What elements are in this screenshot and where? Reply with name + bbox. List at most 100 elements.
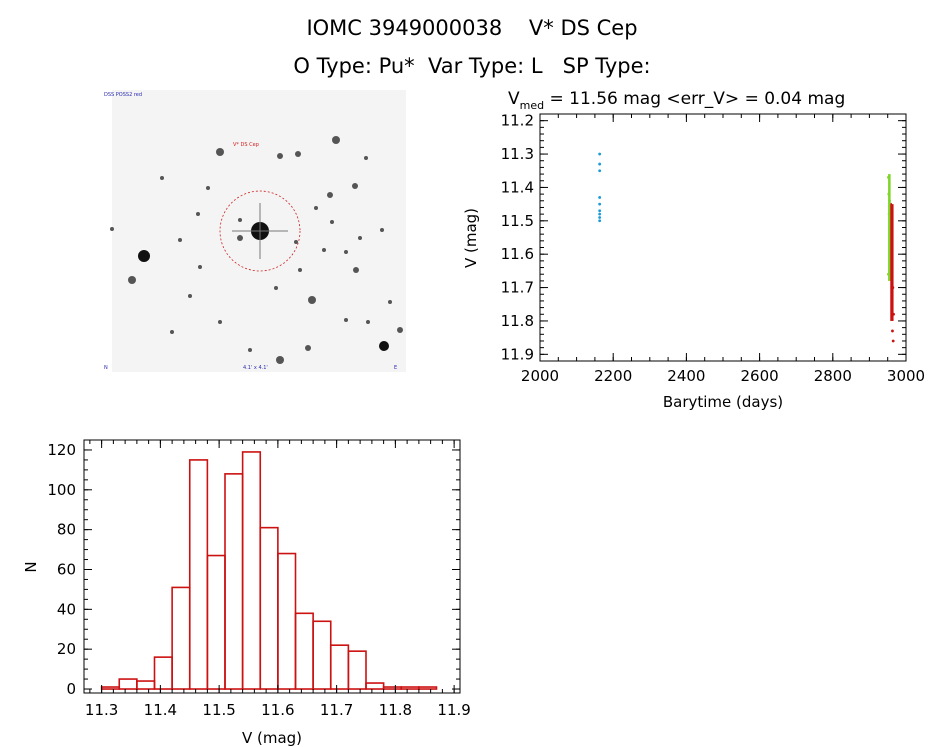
star [364, 156, 368, 160]
star [188, 294, 192, 298]
histogram-y-label: N [22, 561, 40, 572]
histogram-bar [400, 686, 420, 690]
star [128, 276, 136, 284]
x-tick-label: 3000 [887, 367, 925, 385]
data-point [598, 152, 602, 156]
star [216, 148, 224, 156]
data-point [598, 209, 602, 213]
y-tick-label: 11.5 [501, 212, 534, 230]
y-tick-label: 11.2 [501, 112, 534, 130]
star [178, 238, 182, 242]
star [170, 330, 174, 334]
light-curve-ticks [539, 114, 907, 361]
star [294, 240, 298, 244]
histogram-bar [188, 459, 209, 690]
star [366, 320, 370, 324]
light-curve-x-tick-labels: 2000 2200 2400 2600 2800 3000 [521, 367, 925, 385]
histogram-bar [259, 526, 279, 690]
light-curve-y-label: V (mag) [462, 208, 480, 268]
target-circle [219, 190, 301, 272]
y-tick-label: 100 [47, 481, 76, 499]
data-point [598, 196, 602, 199]
y-tick-label: 11.4 [501, 178, 534, 196]
x-tick-label: 11.4 [144, 701, 177, 719]
light-curve-y-tick-labels: 11.2 11.3 11.4 11.5 11.6 11.7 11.8 11.9 [501, 112, 534, 364]
y-tick-label: 11.8 [501, 312, 534, 330]
y-tick-label: 20 [57, 640, 76, 658]
y-tick-label: 11.9 [501, 345, 534, 363]
dense-point-band [890, 204, 894, 321]
x-tick-label: 2000 [521, 367, 559, 385]
star [308, 296, 316, 304]
object-type-subtitle: O Type: Pu* Var Type: L SP Type: [293, 54, 651, 78]
y-tick-label: 80 [57, 521, 76, 539]
sky-image: DSS POSS2 red V* DS Cep 4.1' x 4.1' N E [104, 90, 406, 372]
histogram-bar [382, 686, 403, 690]
star [198, 265, 202, 269]
histogram-y-tick-labels: 0 20 40 60 80 100 120 [47, 441, 76, 698]
star [379, 341, 389, 351]
star [305, 345, 311, 351]
histogram-bar [241, 451, 262, 690]
data-point [598, 162, 602, 166]
star [314, 206, 318, 210]
light-curve-points [598, 152, 895, 343]
histogram-x-tick-labels: 11.3 11.4 11.5 11.6 11.7 11.8 11.9 [85, 701, 471, 719]
star [160, 176, 164, 180]
star [352, 183, 358, 189]
data-point [598, 216, 602, 219]
star [274, 286, 278, 290]
star [358, 236, 362, 240]
star [380, 228, 384, 232]
data-point [891, 339, 895, 343]
star [332, 136, 340, 144]
star [388, 300, 392, 304]
histogram-bars [100, 451, 438, 690]
north-label: N [104, 365, 108, 371]
histogram-bar [153, 656, 173, 690]
star [110, 227, 114, 231]
light-curve-chart: Vmed = 11.56 mag <err_V> = 0.04 mag 2000… [462, 89, 925, 411]
y-tick-label: 11.7 [501, 279, 534, 297]
histogram-x-label: V (mag) [242, 729, 302, 747]
star [248, 348, 252, 352]
star [196, 212, 200, 216]
histogram-bar [418, 686, 438, 690]
star [218, 320, 222, 324]
star-field [110, 136, 403, 364]
light-curve-frame [539, 113, 907, 362]
star [138, 250, 150, 262]
data-point [598, 212, 602, 216]
histogram-bar [277, 552, 297, 690]
histogram-bar [347, 650, 367, 690]
histogram-bar [206, 554, 226, 690]
star [206, 186, 210, 190]
star [238, 218, 242, 222]
x-tick-label: 11.7 [320, 701, 353, 719]
x-tick-label: 11.6 [261, 701, 294, 719]
data-point [598, 202, 602, 206]
star [298, 268, 302, 272]
histogram-bar [118, 678, 138, 690]
histogram-bar [224, 473, 244, 690]
object-id-title: IOMC 3949000038 V* DS Cep [306, 16, 638, 40]
x-tick-label: 2800 [814, 367, 852, 385]
x-tick-label: 11.5 [202, 701, 235, 719]
x-tick-label: 11.3 [85, 701, 118, 719]
star [295, 151, 301, 157]
x-tick-label: 2600 [741, 367, 779, 385]
x-tick-label: 11.9 [437, 701, 470, 719]
histogram-ticks [84, 440, 460, 693]
histogram-chart: 11.3 11.4 11.5 11.6 11.7 11.8 11.9 0 20 40 60 80 10… [22, 439, 471, 747]
east-label: E [394, 365, 397, 371]
star [397, 327, 403, 333]
x-tick-label: 2200 [594, 367, 632, 385]
field-size-label: 4.1' x 4.1' [243, 365, 268, 371]
light-curve-title: Vmed = 11.56 mag <err_V> = 0.04 mag [508, 89, 845, 112]
star [327, 192, 333, 198]
x-tick-label: 11.8 [379, 701, 412, 719]
histogram-bar [171, 586, 191, 690]
histogram-bar [100, 686, 121, 690]
star [353, 267, 359, 273]
star [237, 235, 243, 241]
